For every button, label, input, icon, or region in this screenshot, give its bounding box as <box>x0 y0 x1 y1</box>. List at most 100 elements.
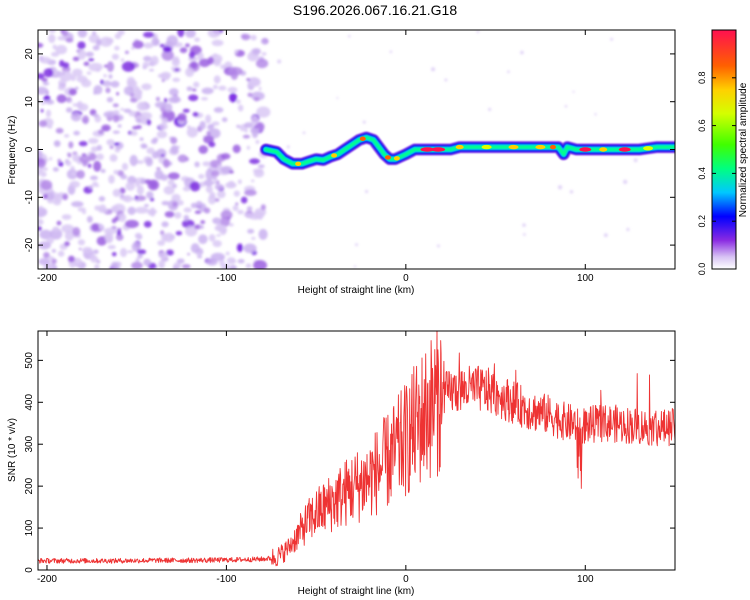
noise-blob <box>144 179 152 185</box>
noise-blob <box>190 61 198 69</box>
noise-blob <box>107 244 116 250</box>
trace-hotspot <box>618 147 631 152</box>
noise-blob <box>69 180 81 188</box>
noise-blob <box>53 140 61 147</box>
noise-blob <box>172 77 181 83</box>
colorbar-tick-label: 0.4 <box>697 167 707 180</box>
noise-blob <box>193 81 200 88</box>
noise-blob <box>247 92 253 98</box>
noise-blob <box>70 112 82 122</box>
noise-dot <box>522 223 526 227</box>
noise-blob <box>177 30 185 38</box>
noise-blobs <box>38 30 638 269</box>
noise-blob <box>69 100 73 103</box>
noise-blob <box>99 204 107 212</box>
noise-dot <box>362 120 366 124</box>
noise-blob <box>244 189 257 196</box>
noise-blob <box>146 119 152 126</box>
noise-blob <box>113 169 119 175</box>
snr-x-axis: -200 -100 0 100 <box>37 331 594 585</box>
noise-blob <box>86 71 92 75</box>
noise-blob <box>209 191 216 200</box>
noise-blob <box>91 223 100 232</box>
x-tick-label: 100 <box>577 273 594 284</box>
noise-blob <box>108 74 113 79</box>
noise-blob <box>189 51 195 59</box>
noise-blob <box>42 81 50 86</box>
noise-blob <box>121 61 135 72</box>
noise-blob <box>136 185 144 196</box>
noise-blob <box>237 209 244 215</box>
noise-blob <box>229 264 237 269</box>
noise-blob <box>177 154 188 163</box>
noise-blob <box>198 145 208 154</box>
noise-dot <box>507 70 510 74</box>
noise-blob <box>207 30 221 38</box>
noise-blob <box>67 152 72 158</box>
noise-blob <box>184 43 190 48</box>
noise-blob <box>159 114 163 120</box>
noise-blob <box>156 167 161 170</box>
noise-blob <box>221 117 228 123</box>
noise-blob <box>112 114 120 123</box>
noise-blob <box>38 205 43 210</box>
noise-blob <box>161 79 165 83</box>
noise-blob <box>206 131 211 136</box>
noise-blob <box>167 96 181 104</box>
noise-blob <box>43 68 54 78</box>
trace-hotspot <box>393 156 400 161</box>
trace-hotspot <box>549 144 556 150</box>
noise-blob <box>213 107 224 113</box>
noise-blob <box>186 126 198 138</box>
trace-hotspot <box>384 155 391 160</box>
noise-blob <box>171 57 181 67</box>
noise-blob <box>82 160 88 167</box>
noise-blob <box>134 206 149 214</box>
noise-blob <box>98 196 106 202</box>
noise-blob <box>212 240 222 248</box>
spectrogram-noise-region <box>38 30 638 269</box>
spectrogram-y-label: Frequency (Hz) <box>7 116 18 185</box>
noise-blob <box>142 61 150 68</box>
noise-blob <box>124 219 139 229</box>
noise-blob <box>166 35 178 46</box>
noise-blob <box>104 83 110 87</box>
noise-blob <box>77 30 88 38</box>
noise-blob <box>135 181 140 188</box>
noise-blob <box>170 136 178 145</box>
snr-frame <box>37 330 676 571</box>
noise-blob <box>57 35 68 41</box>
noise-dot <box>353 265 357 268</box>
trace-hotspot <box>535 144 546 150</box>
noise-blob <box>136 118 142 123</box>
y-tick-label: 0 <box>24 146 35 152</box>
noise-blob <box>105 87 111 94</box>
noise-blob <box>61 72 65 75</box>
noise-blob <box>159 43 165 48</box>
noise-blob <box>103 73 107 78</box>
noise-blob <box>87 163 92 168</box>
noise-blob <box>49 156 53 161</box>
noise-blob <box>135 160 145 164</box>
noise-blob <box>124 50 129 55</box>
y-tick-label: 500 <box>24 352 35 369</box>
noise-blob <box>194 161 200 168</box>
noise-blob <box>130 130 138 136</box>
noise-blob <box>88 58 95 62</box>
noise-blob <box>115 233 124 241</box>
noise-blob <box>127 250 134 254</box>
noise-blob <box>185 67 195 77</box>
noise-blob <box>94 264 100 269</box>
colorbar-tick-label: 0.8 <box>697 72 707 85</box>
noise-blob <box>161 200 170 206</box>
spectrogram-x-axis: -200 -100 0 100 <box>37 30 594 284</box>
noise-blob <box>151 37 160 47</box>
noise-dot <box>476 30 480 34</box>
noise-blob <box>199 120 206 130</box>
noise-blob <box>197 52 204 61</box>
noise-blob <box>129 154 138 167</box>
noise-blob <box>170 145 179 155</box>
noise-blob <box>198 173 205 179</box>
noise-dot <box>444 78 448 82</box>
noise-dot <box>365 189 369 194</box>
